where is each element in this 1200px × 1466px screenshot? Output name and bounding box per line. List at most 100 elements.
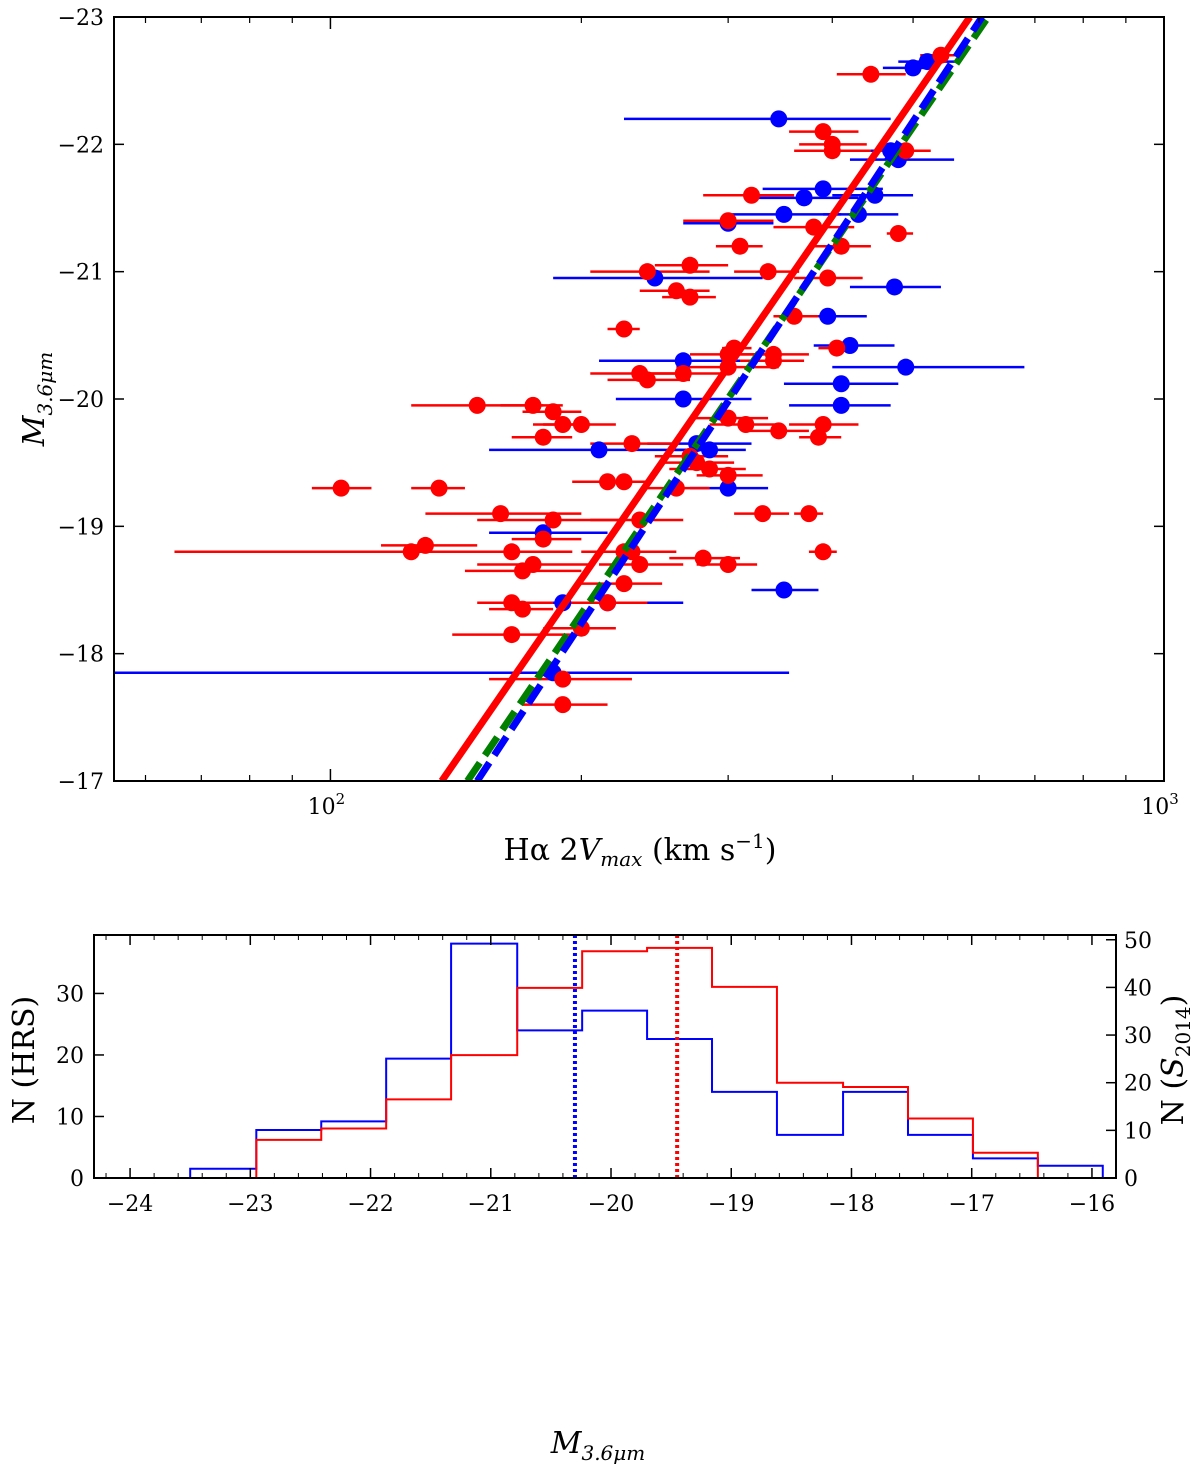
blue-data-point <box>674 390 692 408</box>
red-data-point <box>731 237 749 255</box>
red-data-point <box>468 396 486 414</box>
x-tick-label: 103 <box>1141 790 1179 820</box>
x-tick-label: −16 <box>1069 1192 1115 1217</box>
red-data-point <box>737 415 755 433</box>
blue-data-point <box>832 396 850 414</box>
right-y-tick-label: 50 <box>1124 929 1152 954</box>
red-data-point <box>814 123 832 141</box>
red-data-point <box>828 339 846 357</box>
red-data-point <box>764 352 782 370</box>
red-data-point <box>524 396 542 414</box>
red-data-point <box>599 473 617 491</box>
left-y-tick-label: 30 <box>56 982 84 1007</box>
blue-data-point <box>918 53 936 71</box>
blue-data-point <box>886 278 904 296</box>
right-y-tick-label: 40 <box>1124 976 1152 1001</box>
red-data-point <box>492 505 510 523</box>
x-tick-label: −22 <box>347 1192 393 1217</box>
red-data-point <box>554 415 572 433</box>
red-data-point <box>503 626 521 644</box>
x-tick-label: −18 <box>828 1192 874 1217</box>
red-data-point <box>638 263 656 281</box>
red-data-point <box>615 473 633 491</box>
HRS-histogram-steps <box>189 942 1104 1178</box>
red-data-point <box>430 479 448 497</box>
red-data-point <box>631 556 649 574</box>
red-data-point <box>503 543 521 561</box>
red-data-point <box>819 269 837 287</box>
red-data-point <box>897 142 915 160</box>
red-data-point <box>889 224 907 242</box>
scatter-plot-area <box>114 17 1025 781</box>
blue-data-point <box>832 375 850 393</box>
y-tick-label: −18 <box>58 643 104 668</box>
blue-data-point <box>674 352 692 370</box>
red-data-point <box>514 562 532 580</box>
bottom-axes-frame <box>93 934 1117 1179</box>
x-tick-exponent: 3 <box>1169 790 1179 808</box>
red-data-point <box>681 256 699 274</box>
red-data-point <box>416 536 434 554</box>
red-data-point <box>743 186 761 204</box>
red-data-point <box>814 543 832 561</box>
red-data-point <box>694 549 712 567</box>
blue-data-point <box>770 110 788 128</box>
x-tick-label: −23 <box>227 1192 273 1217</box>
x-tick-label: −19 <box>708 1192 754 1217</box>
y-tick-label: −19 <box>58 515 104 540</box>
red-data-point <box>719 556 737 574</box>
red-data-point <box>719 212 737 230</box>
histogram-plot-area <box>189 935 1104 1178</box>
red-data-point <box>615 320 633 338</box>
bottom-x-axis-label: M3.6μm <box>550 1426 646 1465</box>
right-y-tick-label: 10 <box>1124 1119 1152 1144</box>
blue-data-point <box>590 441 608 459</box>
red-data-point <box>681 288 699 306</box>
right-y-tick-label: 20 <box>1124 1072 1152 1097</box>
x-tick-label: −21 <box>468 1192 514 1217</box>
red-fit-line <box>438 17 973 781</box>
blue-data-point <box>814 180 832 198</box>
blue-fit-line <box>474 17 985 781</box>
red-data-point <box>638 371 656 389</box>
red-data-point <box>862 65 880 83</box>
red-data-point <box>534 530 552 548</box>
red-data-point <box>332 479 350 497</box>
bottom-right-y-axis-label: N (S2014) <box>1156 995 1195 1126</box>
red-data-point <box>800 505 818 523</box>
blue-data-point <box>775 581 793 599</box>
blue-data-point <box>897 358 915 376</box>
red-data-point <box>599 594 617 612</box>
blue-data-point <box>841 337 859 355</box>
bottom-left-y-axis-label: N (HRS) <box>7 996 42 1125</box>
y-tick-label: −20 <box>58 388 104 413</box>
x-tick-label: 102 <box>308 790 346 820</box>
red-data-point <box>544 511 562 529</box>
red-data-point <box>719 466 737 484</box>
y-tick-label: −23 <box>58 6 104 31</box>
red-data-point <box>823 142 841 160</box>
y-tick-label: −17 <box>58 770 104 795</box>
x-tick-base: 10 <box>308 795 336 820</box>
right-y-tick-label: 0 <box>1124 1167 1138 1192</box>
S2014-histogram-steps <box>255 946 1039 1178</box>
right-y-tick-label: 30 <box>1124 1024 1152 1049</box>
red-data-point <box>623 435 641 453</box>
red-data-point <box>674 365 692 383</box>
red-data-point <box>667 282 685 300</box>
blue-data-point <box>795 189 813 207</box>
left-y-tick-label: 10 <box>56 1105 84 1130</box>
top-x-axis-label: Hα 2Vmax (km s−1) <box>504 829 777 871</box>
red-data-point <box>770 422 788 440</box>
red-data-point <box>402 543 420 561</box>
blue-data-point <box>701 441 719 459</box>
bottom-axis-ticks: −24 −23 −22 −21 −20 −19 −18 −17 −16 0 10 20 30 0 10 20 3… <box>56 929 1152 1217</box>
left-y-tick-label: 0 <box>70 1167 84 1192</box>
red-data-point <box>754 505 772 523</box>
blue-data-point <box>775 205 793 223</box>
red-data-point <box>572 415 590 433</box>
red-data-point <box>534 428 552 446</box>
top-y-axis-label: M3.6μm <box>17 352 57 448</box>
blue-data-point <box>819 307 837 325</box>
